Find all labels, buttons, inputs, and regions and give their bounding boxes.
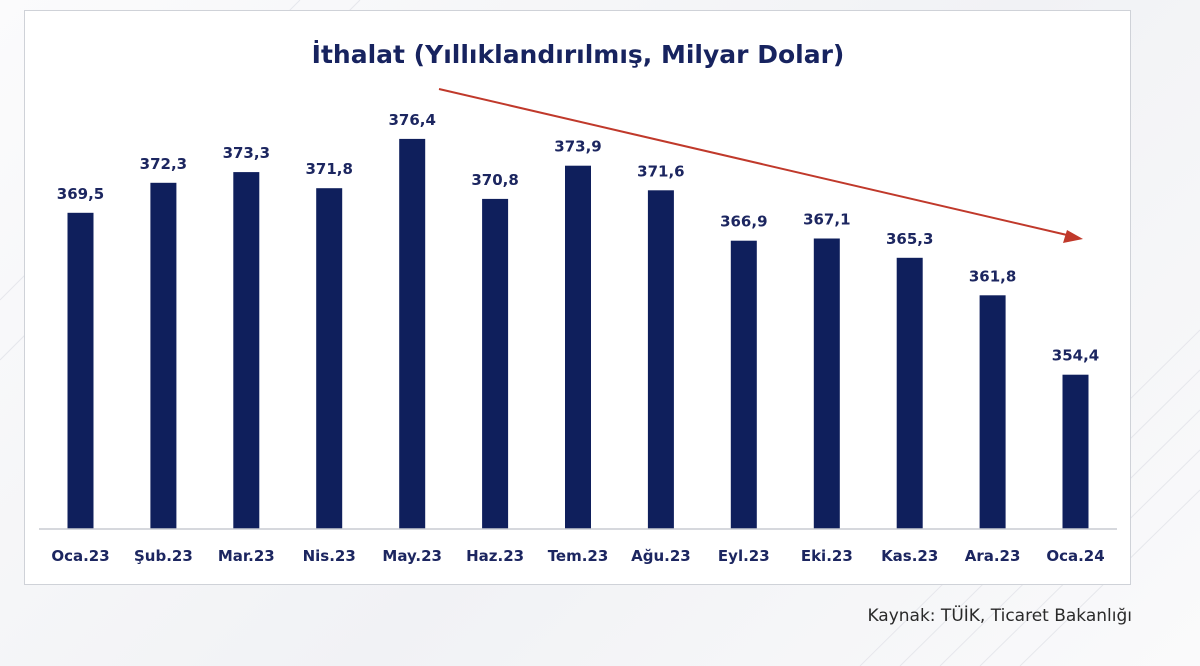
trend-arrow-head [1063,230,1083,243]
value-label-Şub.23: 372,3 [140,155,187,173]
tick-label-Eki.23: Eki.23 [801,547,853,565]
tick-label-Ağu.23: Ağu.23 [631,547,691,565]
tick-label-Şub.23: Şub.23 [134,547,193,565]
bar-May.23 [399,138,426,529]
source-caption: Kaynak: TÜİK, Ticaret Bakanlığı [867,606,1132,626]
tick-label-Nis.23: Nis.23 [303,547,356,565]
bar-Ağu.23 [647,190,674,530]
tick-label-Kas.23: Kas.23 [881,547,938,565]
chart-title: İthalat (Yıllıklandırılmış, Milyar Dolar… [312,39,845,69]
bar-Oca.23 [67,212,94,530]
tick-label-Ara.23: Ara.23 [965,547,1021,565]
bar-Şub.23 [150,182,177,530]
bar-Mar.23 [233,172,260,529]
value-label-Haz.23: 370,8 [471,171,518,189]
tick-label-Oca.23: Oca.23 [51,547,109,565]
value-label-May.23: 376,4 [388,111,435,129]
value-label-Kas.23: 365,3 [886,230,933,248]
tick-label-May.23: May.23 [382,547,442,565]
trend-arrow-line [438,88,1068,236]
trend-arrow [438,88,1083,243]
tick-label-Oca.24: Oca.24 [1046,547,1104,565]
bar-Eki.23 [813,238,840,529]
chart-panel: İthalat (Yıllıklandırılmış, Milyar Dolar… [24,10,1131,585]
bar-Eyl.23 [730,240,757,529]
bar-chart: İthalat (Yıllıklandırılmış, Milyar Dolar… [39,39,1117,565]
bar-Nis.23 [316,188,343,529]
value-label-Mar.23: 373,3 [223,144,270,162]
value-label-Tem.23: 373,9 [554,138,601,156]
bar-Kas.23 [896,257,923,529]
value-label-Oca.23: 369,5 [57,185,104,203]
value-label-Eki.23: 367,1 [803,211,850,229]
value-label-Oca.24: 354,4 [1052,347,1099,365]
tick-label-Eyl.23: Eyl.23 [718,547,770,565]
tick-labels-layer: Oca.23 Şub.23 Mar.23 Nis.23 May.23 Haz.23 Tem.… [51,547,1104,565]
value-label-Nis.23: 371,8 [305,160,352,178]
tick-label-Tem.23: Tem.23 [548,547,609,565]
bar-Haz.23 [482,198,509,529]
value-labels-layer: 369,5 372,3 373,3 371,8 376,4 370,8 373,9 371,6… [57,111,1099,365]
value-label-Eyl.23: 366,9 [720,213,767,231]
bar-Tem.23 [565,165,591,529]
tick-label-Mar.23: Mar.23 [218,547,275,565]
bars-layer [67,138,1089,530]
bar-Ara.23 [979,295,1006,529]
bar-Oca.24 [1062,374,1089,529]
tick-label-Haz.23: Haz.23 [466,547,524,565]
value-label-Ağu.23: 371,6 [637,162,684,180]
value-label-Ara.23: 361,8 [969,267,1016,285]
